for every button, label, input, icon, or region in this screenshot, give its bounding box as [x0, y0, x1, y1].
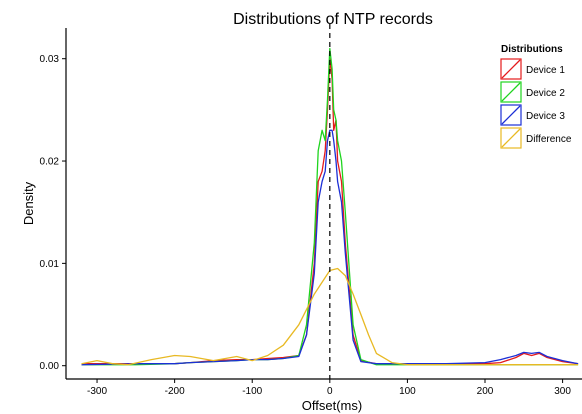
- y-tick-label: 0.02: [40, 157, 60, 168]
- legend-key-line: [501, 105, 521, 125]
- y-tick-label: 0.01: [40, 259, 60, 270]
- x-tick-label: 200: [477, 386, 494, 397]
- legend: Distributions Device 1 Device 2 Device 3 Di…: [500, 44, 572, 149]
- x-tick-label: 300: [554, 386, 571, 397]
- chart-title: Distributions of NTP records: [233, 11, 433, 28]
- x-axis-label: Offset(ms): [302, 398, 362, 413]
- plot-area: [81, 24, 579, 379]
- y-axis-label: Density: [21, 181, 36, 225]
- legend-label: Device 3: [526, 111, 565, 122]
- legend-item-difference: Difference: [500, 127, 572, 149]
- x-tick-label: 0: [327, 386, 333, 397]
- series-line-device-3: [81, 129, 579, 366]
- tick-labels: -300 -200 -100 0 100 200 300 0.00 0.01 0.02 0.03: [40, 54, 572, 397]
- x-tick-label: -200: [165, 386, 185, 397]
- legend-title: Distributions: [501, 44, 563, 55]
- legend-item-device-1: Device 1: [500, 58, 565, 80]
- legend-item-device-2: Device 2: [500, 81, 565, 103]
- legend-key-line: [501, 59, 521, 79]
- axes: [62, 28, 582, 383]
- legend-item-device-3: Device 3: [500, 104, 565, 126]
- x-tick-label: 100: [399, 386, 416, 397]
- legend-label: Difference: [526, 134, 572, 145]
- y-tick-label: 0.00: [40, 361, 60, 372]
- x-tick-label: -100: [242, 386, 262, 397]
- y-tick-label: 0.03: [40, 54, 60, 65]
- legend-label: Device 2: [526, 88, 565, 99]
- legend-key-line: [501, 82, 521, 102]
- legend-key-line: [501, 128, 521, 148]
- legend-label: Device 1: [526, 65, 565, 76]
- series-line-difference: [81, 267, 579, 366]
- x-tick-label: -300: [87, 386, 107, 397]
